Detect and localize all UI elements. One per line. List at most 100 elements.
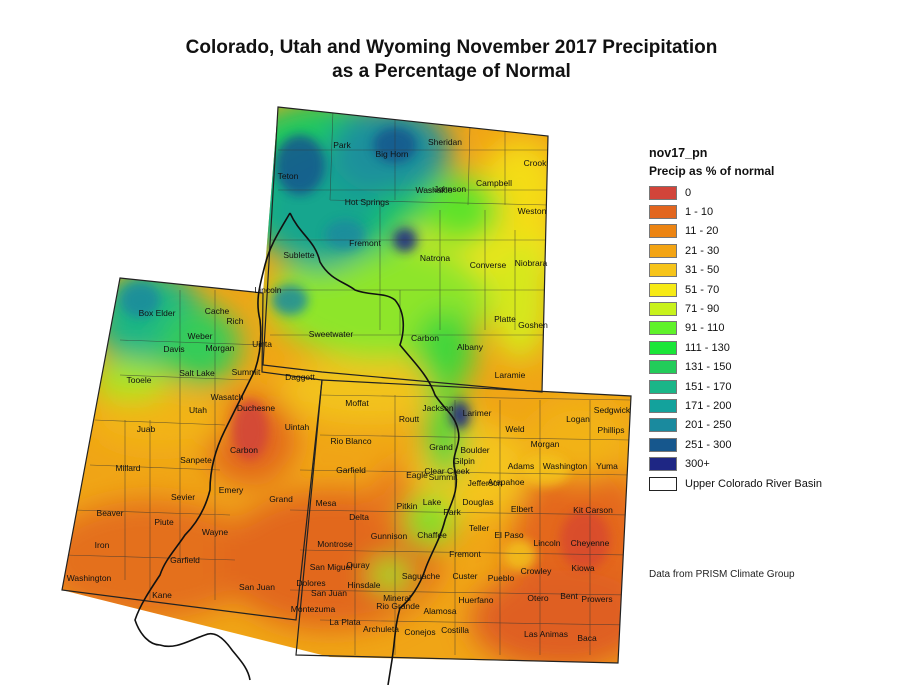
county-label: Montrose <box>317 539 353 549</box>
legend-basin-label: Upper Colorado River Basin <box>685 477 822 490</box>
county-label: Rich <box>226 316 243 326</box>
county-label: Logan <box>566 414 590 424</box>
legend-class-label: 31 - 50 <box>685 264 720 277</box>
county-label: Sheridan <box>428 137 462 147</box>
county-label: Chaffee <box>417 530 447 540</box>
legend-subtitle: Precip as % of normal <box>649 164 775 178</box>
county-label: Grand <box>269 494 293 504</box>
county-labels: Park Big Horn Sheridan Crook Teton WashakieJo… <box>67 137 631 643</box>
county-label: Wayne <box>202 527 228 537</box>
legend-swatch <box>649 263 677 278</box>
county-label: Weld <box>505 424 524 434</box>
county-label: Garfield <box>336 465 366 475</box>
county-label: Arapahoe <box>488 477 525 487</box>
county-label: Teton <box>278 171 299 181</box>
county-label: Millard <box>115 463 140 473</box>
county-label: Custer <box>452 571 477 581</box>
county-label: Sanpete <box>180 455 212 465</box>
county-label: San Miguel <box>310 562 353 572</box>
county-label: Natrona <box>420 253 451 263</box>
legend-class-label: 11 - 20 <box>685 225 719 238</box>
legend-class-label: 1 - 10 <box>685 206 714 219</box>
legend-class-row: 11 - 20 <box>649 222 889 241</box>
county-label: Mesa <box>316 498 337 508</box>
legend-class-label: 300+ <box>685 458 710 471</box>
county-label: Kit Carson <box>573 505 613 515</box>
legend-class-row: 171 - 200 <box>649 396 889 415</box>
county-label: Sevier <box>171 492 195 502</box>
legend-class-row: 251 - 300 <box>649 435 889 454</box>
county-label: Boulder <box>460 445 489 455</box>
county-label: Hinsdale <box>347 580 380 590</box>
county-label: Jackson <box>422 403 453 413</box>
legend-class-label: 71 - 90 <box>685 303 720 316</box>
county-label: Davis <box>163 344 184 354</box>
county-label: Wasatch <box>211 392 244 402</box>
legend-class-label: 91 - 110 <box>685 322 725 335</box>
legend-swatch <box>649 437 677 452</box>
county-label: Costilla <box>441 625 469 635</box>
county-label: Kane <box>152 590 172 600</box>
legend: nov17_pn Precip as % of normal 0 1 - 10 11… <box>649 146 889 493</box>
county-label: Daggett <box>285 372 315 382</box>
county-label: Sedgwick <box>594 405 631 415</box>
county-label: Uintah <box>285 422 310 432</box>
legend-class-row: 1 - 10 <box>649 202 889 221</box>
legend-swatch <box>649 185 677 200</box>
county-label: Cheyenne <box>571 538 610 548</box>
county-label: Summit <box>232 367 261 377</box>
county-label: Albany <box>457 342 484 352</box>
legend-swatch <box>649 224 677 239</box>
legend-class-label: 151 - 170 <box>685 380 732 393</box>
legend-class-label: 201 - 250 <box>685 419 732 432</box>
legend-swatch <box>649 398 677 413</box>
legend-class-label: 21 - 30 <box>685 244 720 257</box>
legend-class-row: 71 - 90 <box>649 299 889 318</box>
county-label: Eagle <box>406 470 428 480</box>
county-label: Fremont <box>449 549 481 559</box>
legend-class-label: 51 - 70 <box>685 283 720 296</box>
county-label: Archuleta <box>363 624 399 634</box>
county-label: Platte <box>494 314 516 324</box>
county-label: Sweetwater <box>309 329 354 339</box>
county-label: Park <box>333 140 351 150</box>
legend-basin-row: Upper Colorado River Basin <box>649 474 889 493</box>
county-label: Dolores <box>296 578 325 588</box>
county-label: Park <box>443 507 461 517</box>
county-label: El Paso <box>494 530 524 540</box>
county-label: Niobrara <box>515 258 548 268</box>
county-label: Delta <box>349 512 369 522</box>
county-label: Fremont <box>349 238 381 248</box>
county-label: Garfield <box>170 555 200 565</box>
county-label: Prowers <box>581 594 612 604</box>
county-label: Weber <box>188 331 213 341</box>
county-label: Crowley <box>521 566 552 576</box>
data-credit: Data from PRISM Climate Group <box>649 569 795 580</box>
legend-swatch <box>649 360 677 375</box>
upper-colorado-basin-outline <box>134 212 460 685</box>
legend-swatch <box>649 205 677 220</box>
county-label: Teller <box>469 523 489 533</box>
county-label: Box Elder <box>139 308 176 318</box>
legend-class-row: 201 - 250 <box>649 416 889 435</box>
county-label: Huerfano <box>459 595 494 605</box>
county-label: Cache <box>205 306 230 316</box>
county-label: Phillips <box>598 425 625 435</box>
legend-swatch <box>649 243 677 258</box>
county-label: Goshen <box>518 320 548 330</box>
legend-swatch <box>649 321 677 336</box>
precip-surface <box>62 107 631 663</box>
legend-swatch <box>649 302 677 317</box>
legend-swatch <box>649 340 677 355</box>
map-title: Colorado, Utah and Wyoming November 2017… <box>0 36 903 84</box>
county-label: Elbert <box>511 504 534 514</box>
county-label: Lincoln <box>255 285 282 295</box>
county-label: Converse <box>470 260 507 270</box>
county-boundaries <box>64 109 631 655</box>
county-label: Summit <box>429 472 458 482</box>
county-label: Rio Blanco <box>330 436 371 446</box>
colorado-outline <box>295 379 632 664</box>
county-label: Kiowa <box>571 563 594 573</box>
county-label: Otero <box>527 593 549 603</box>
